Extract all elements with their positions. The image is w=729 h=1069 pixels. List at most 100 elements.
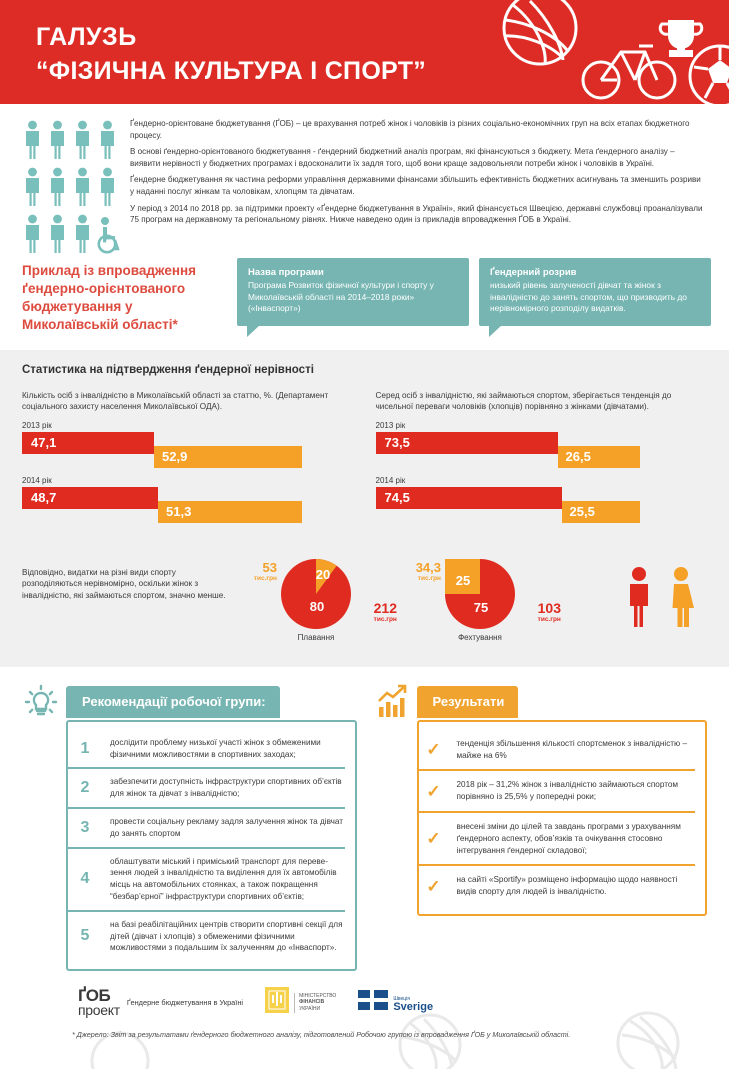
- gob-logo-subtitle: Ґендерне бюджетування в Україні: [126, 997, 244, 1007]
- item-text: внесені зміни до цілей та завдань програ…: [456, 822, 681, 855]
- item-text: на базі реабілітаційних центрів створити…: [110, 919, 343, 953]
- person-icon: [47, 214, 70, 259]
- pie-slice-value: 75: [474, 600, 488, 615]
- bar-value: 51,3: [166, 504, 192, 520]
- list-item: 4 облаштувати міський і приміський транс…: [68, 849, 345, 912]
- item-text: облаштувати міський і приміський транспо…: [110, 856, 337, 901]
- item-text: на сайті «Sportify» розміщено інформацію…: [456, 875, 678, 897]
- list-item: ✓ 2018 рік – 31,2% жінок з інвалідністю …: [418, 771, 695, 813]
- list-item: 5 на базі реабілітаційних центрів створи…: [68, 912, 345, 961]
- ministry-of-finance-logo: МІНІСТЕРСТВО ФІНАНСІВ УКРАЇНИ: [265, 987, 336, 1018]
- bar-value: 26,5: [565, 449, 591, 465]
- pie-right-value: 212: [373, 599, 397, 616]
- pie-title: Фехтування: [458, 632, 502, 642]
- lower-section: Рекомендації робочої групи: 1 дослідити …: [0, 666, 729, 978]
- bar-female: 51,3: [158, 500, 302, 523]
- recommendations-heading: Рекомендації робочої групи:: [66, 685, 280, 718]
- wheelchair-icon: [97, 214, 120, 259]
- ministry-emblem-icon: [265, 987, 290, 1018]
- pie-left-amount: 53 тис.грн: [231, 559, 277, 582]
- item-text: дослідити проблему низької участі жінок …: [110, 737, 321, 759]
- stats-column-disability: Кількість осіб з інвалідністю в Миколаїв…: [22, 390, 354, 531]
- people-icon-grid: [22, 116, 120, 254]
- trophy-icon: [668, 20, 694, 57]
- person-icon: [22, 214, 45, 259]
- ministry-line2: ФІНАНСІВ: [299, 999, 325, 1006]
- swedish-flag-icon: [358, 990, 389, 1015]
- item-text: 2018 рік – 31,2% жінок з інвалідністю за…: [456, 780, 679, 802]
- list-item: 1 дослідити проблему низької участі жіно…: [68, 730, 345, 770]
- example-title: Приклад із впровадження ґендерно-орієнто…: [22, 263, 197, 332]
- bar-value: 25,5: [569, 504, 595, 520]
- title-line-2: “ФІЗИЧНА КУЛЬТУРА І СПОРТ”: [36, 57, 427, 85]
- sweden-sverige-logo: Швеція Sverige: [358, 990, 433, 1015]
- pie-charts-section: Відповідно, видатки на різні види спорту…: [0, 556, 729, 667]
- check-icon: ✓: [426, 781, 441, 801]
- person-icon: [22, 167, 45, 212]
- results-heading: Результати: [416, 685, 519, 718]
- results-list: ✓ тенденція збільшення кількості спортсм…: [416, 719, 707, 916]
- pie-left-value: 53: [262, 559, 277, 575]
- header-sports-icons: [439, 0, 729, 104]
- page-footer: ҐОБ проект Ґендерне бюджетування в Украї…: [0, 977, 729, 1069]
- pie-chart-fencing: 34,3 тис.грн 25 75 103 тис.грн Фехтуванн…: [395, 557, 561, 649]
- person-icon: [72, 120, 95, 165]
- bar-female: 26,5: [557, 445, 640, 468]
- pie-chart-swimming: 53 тис.грн 20 80 212 тис.грн Плавання: [231, 557, 397, 649]
- bar-value: 48,7: [31, 490, 57, 506]
- bar-female: 25,5: [561, 500, 640, 523]
- bar-value: 73,5: [384, 435, 410, 451]
- check-icon: ✓: [426, 829, 441, 849]
- pie-left-amount: 34,3 тис.грн: [395, 560, 441, 582]
- stats-caption: Серед осіб з інвалідністю, які займаютьс…: [375, 391, 672, 412]
- person-icon: [22, 120, 45, 165]
- bar-male: 48,7: [22, 486, 158, 509]
- intro-section: Ґендерно-орієнтоване бюджетування (ҐОБ) …: [0, 104, 729, 254]
- footer-logos: ҐОБ проект Ґендерне бюджетування в Украї…: [22, 983, 707, 1018]
- bar-value: 47,1: [31, 435, 57, 451]
- ministry-text: МІНІСТЕРСТВО ФІНАНСІВ УКРАЇНИ: [294, 992, 336, 1013]
- stats-caption: Кількість осіб з інвалідністю в Миколаїв…: [22, 391, 329, 412]
- check-icon: ✓: [426, 876, 441, 896]
- callout-body: Програма Розвиток фізичної культури і сп…: [248, 280, 434, 314]
- person-icon: [97, 167, 120, 212]
- pie-left-unit: тис.грн: [253, 574, 277, 582]
- page-title: ГАЛУЗЬ “ФІЗИЧНА КУЛЬТУРА І СПОРТ”: [36, 22, 426, 86]
- sweden-line1: Швеція: [393, 995, 410, 1002]
- source-note: * Джерело: Звіт за результатами ґендерно…: [72, 1030, 571, 1040]
- intro-paragraphs: Ґендерно-орієнтоване бюджетування (ҐОБ) …: [130, 116, 707, 244]
- pie-right-amount: 212 тис.грн: [373, 599, 397, 623]
- list-item: 2 забезпечити доступність інфраструктури…: [68, 769, 345, 809]
- year-label: 2014 рік: [375, 475, 406, 485]
- pies-description: Відповідно, видатки на різні види спорту…: [22, 567, 226, 600]
- title-line-1: ГАЛУЗЬ: [36, 23, 137, 51]
- pie-title: Плавання: [297, 632, 335, 642]
- item-number: 3: [80, 818, 90, 836]
- pie-right-amount: 103 тис.грн: [538, 600, 561, 623]
- ministry-line3: УКРАЇНИ: [299, 1005, 321, 1012]
- pie-slice-value: 20: [316, 567, 330, 582]
- item-text: провести соціальну рекламу задля залучен…: [110, 817, 343, 838]
- pie-left-unit: тис.грн: [417, 574, 441, 582]
- item-text: забезпечити доступність інфраструктури с…: [110, 777, 342, 799]
- gob-project-logo: ҐОБ проект Ґендерне бюджетування в Украї…: [78, 987, 244, 1018]
- male-figure-icon: [630, 566, 648, 627]
- intro-paragraph: У період з 2014 по 2018 рр. за підтримки…: [130, 203, 703, 225]
- soccer-ball-icon: [688, 44, 729, 104]
- volleyball-icon: [502, 0, 578, 66]
- list-item: ✓ тенденція збільшення кількості спортсм…: [418, 730, 695, 772]
- bar-chart-group: 26,5 73,5: [375, 431, 708, 472]
- pie-slice-value: 25: [456, 573, 470, 588]
- gender-figures: [619, 565, 705, 634]
- pie-svg-swimming: 20 80: [279, 557, 353, 636]
- year-label: 2013 рік: [22, 420, 52, 430]
- lightbulb-icon: [22, 683, 60, 721]
- statistics-section: Статистика на підтвердження ґендерної не…: [0, 350, 729, 557]
- person-icon: [47, 120, 70, 165]
- list-item: ✓ внесені зміни до цілей та завдань прог…: [418, 813, 695, 867]
- intro-paragraph: В основі ґендерно-орієнтованого бюджетув…: [130, 147, 675, 168]
- item-number: 4: [80, 870, 90, 888]
- intro-paragraph: Ґендерне бюджетування як частина реформи…: [130, 175, 701, 196]
- example-section: Приклад із впровадження ґендерно-орієнто…: [0, 250, 729, 350]
- person-icon: [97, 120, 120, 165]
